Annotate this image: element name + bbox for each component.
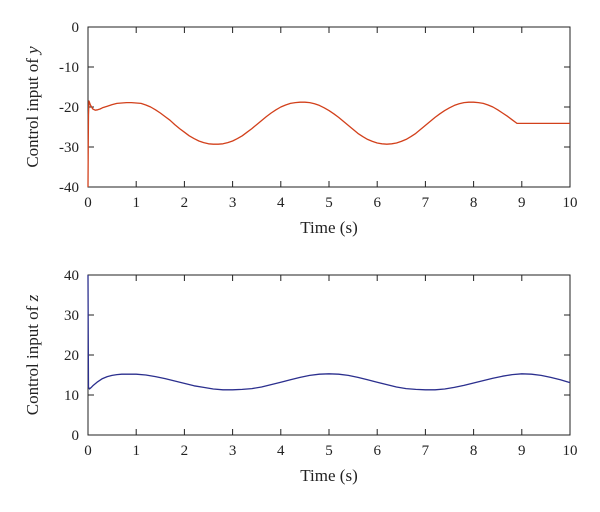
chart-1-x-axis-label: Time (s) — [300, 218, 357, 237]
chart-1-ytick-label: -10 — [59, 60, 79, 76]
chart-2-ytick-label: 10 — [64, 388, 79, 404]
chart-1: 0 1 2 3 4 5 6 7 8 9 10 0 -10 -20 -30 -40 Time (s) Control… — [23, 20, 578, 237]
chart-1-xtick-label: 2 — [181, 195, 189, 211]
chart-2-xtick-label: 7 — [422, 443, 430, 459]
chart-1-xtick-label: 4 — [277, 195, 285, 211]
chart-2-xtick-label: 2 — [181, 443, 189, 459]
chart-1-ytick-label: -20 — [59, 100, 79, 116]
chart-1-xtick-label: 0 — [84, 195, 92, 211]
chart-1-xtick-label: 3 — [229, 195, 237, 211]
chart-1-xtick-label: 6 — [373, 195, 381, 211]
chart-1-xtick-label: 9 — [518, 195, 526, 211]
chart-2-y-axis-label-variable: z — [23, 294, 42, 302]
chart-1-xtick-label: 5 — [325, 195, 333, 211]
chart-2-series-line-1 — [87, 274, 571, 391]
chart-2-xtick-label: 6 — [373, 443, 381, 459]
chart-2-ytick-label: 30 — [64, 308, 79, 324]
chart-2-y-axis-label: Control input of z — [23, 294, 42, 415]
chart-2-ytick-label: 20 — [64, 348, 79, 364]
chart-1-xtick-label: 10 — [563, 195, 578, 211]
chart-2-xtick-label: 9 — [518, 443, 526, 459]
chart-2-xtick-label: 4 — [277, 443, 285, 459]
chart-1-ytick-label: 0 — [72, 20, 80, 36]
chart-2-xtick-label: 8 — [470, 443, 478, 459]
chart-1-ytick-label: -40 — [59, 180, 79, 196]
chart-1-xtick-label: 8 — [470, 195, 478, 211]
chart-1-y-axis-label-text: Control input of — [23, 54, 42, 168]
chart-2: 0 1 2 3 4 5 6 7 8 9 10 0 10 20 30 40 Time (s) Control inp… — [23, 268, 578, 485]
chart-2-ytick-label: 40 — [64, 268, 79, 284]
chart-2-plot-frame — [87, 274, 571, 436]
chart-1-ytick-label: -30 — [59, 140, 79, 156]
chart-1-xtick-label: 7 — [422, 195, 430, 211]
chart-1-xtick-label: 1 — [132, 195, 140, 211]
chart-2-xtick-label: 5 — [325, 443, 333, 459]
chart-1-y-axis-label: Control input of y — [23, 46, 42, 168]
chart-2-xtick-label: 3 — [229, 443, 237, 459]
chart-2-y-axis-label-text: Control input of — [23, 301, 42, 415]
chart-2-xtick-label: 10 — [563, 443, 578, 459]
chart-2-x-axis-label: Time (s) — [300, 466, 357, 485]
chart-2-ytick-label: 0 — [72, 428, 80, 444]
chart-2-xtick-label: 0 — [84, 443, 92, 459]
chart-1-series-line-1 — [87, 100, 570, 188]
chart-1-plot-frame — [87, 26, 571, 188]
chart-2-xtick-label: 1 — [132, 443, 140, 459]
chart-1-y-axis-label-variable: y — [23, 46, 42, 56]
